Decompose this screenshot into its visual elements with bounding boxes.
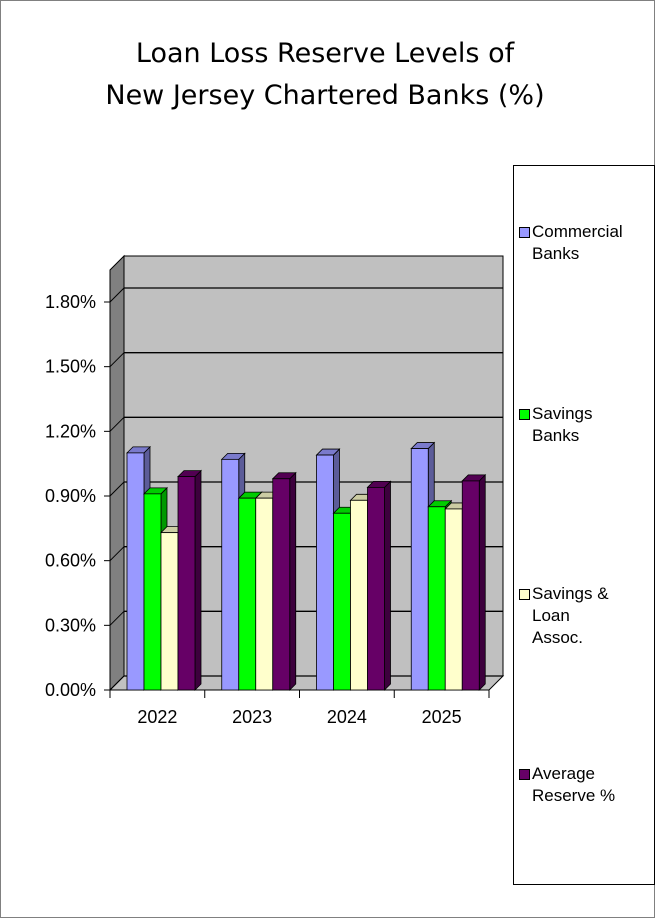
y-tick-label: 0.90% <box>45 486 96 506</box>
chart-legend: Commercial Banks Savings Banks Savings & L… <box>513 165 655 885</box>
legend-swatch <box>519 589 530 600</box>
bar <box>427 506 446 691</box>
legend-swatch <box>519 409 530 420</box>
y-tick-label: 0.30% <box>45 615 96 635</box>
bar <box>255 497 274 691</box>
bar-side <box>384 480 391 691</box>
x-tick-label: 2022 <box>137 707 177 727</box>
bar <box>160 532 179 691</box>
bar <box>143 493 162 691</box>
bar <box>333 512 351 691</box>
bar <box>316 454 334 691</box>
bar-side <box>478 473 486 691</box>
chart-title-line-1: Loan Loss Reserve Levels of <box>135 38 515 69</box>
bar <box>410 448 429 691</box>
legend-item: Savings Banks <box>519 403 651 447</box>
legend-label: Savings Banks <box>532 404 593 445</box>
gridline-side <box>109 481 125 497</box>
y-tick-label: 1.80% <box>45 292 96 312</box>
x-tick-label: 2025 <box>422 707 462 727</box>
bar <box>177 476 196 691</box>
bar-side <box>194 469 202 691</box>
legend-item: Savings & Loan Assoc. <box>519 583 651 649</box>
y-tick-label: 1.20% <box>45 421 96 441</box>
gridline-side <box>109 416 125 432</box>
chart-title: Loan Loss Reserve Levels of New Jersey C… <box>60 33 590 117</box>
legend-label: Average Reserve % <box>532 764 616 805</box>
side-wall <box>109 254 125 692</box>
y-tick-label: 0.00% <box>45 680 96 700</box>
bar <box>126 452 145 691</box>
bar <box>238 497 257 691</box>
y-tick-label: 1.50% <box>45 357 96 377</box>
legend-label: Savings & Loan Assoc. <box>532 584 609 647</box>
gridline-side <box>109 610 125 626</box>
x-tick-label: 2023 <box>232 707 272 727</box>
chart-title-line-2: New Jersey Chartered Banks (%) <box>105 80 545 111</box>
bar <box>272 478 291 691</box>
legend-swatch <box>519 227 530 238</box>
x-tick-label: 2024 <box>327 707 367 727</box>
legend-label: Commercial Banks <box>532 222 623 263</box>
gridline-side <box>109 546 125 562</box>
bar-side <box>289 471 297 691</box>
legend-swatch <box>519 769 530 780</box>
bar <box>221 458 240 691</box>
gridline-side <box>109 352 125 368</box>
gridline-side <box>109 675 125 691</box>
legend-item: Commercial Banks <box>519 221 651 265</box>
bar <box>461 480 480 691</box>
legend-item: Average Reserve % <box>519 763 651 807</box>
bar <box>350 499 368 691</box>
bar <box>444 508 463 691</box>
y-tick-label: 0.60% <box>45 551 96 571</box>
gridline-side <box>109 287 125 303</box>
bar <box>367 486 385 691</box>
